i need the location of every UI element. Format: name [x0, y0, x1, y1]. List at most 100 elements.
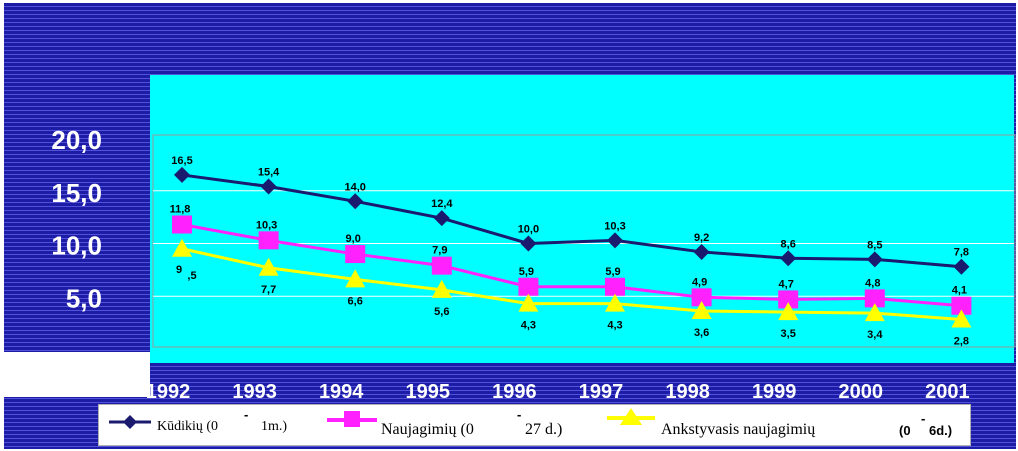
- series-1-label-4: 10,0: [518, 224, 539, 236]
- legend-label-series-3: Ankstyvasis naujagimių: [661, 421, 816, 438]
- y-tick-label-3: 15,0: [51, 178, 102, 208]
- series-2-point-1: [258, 231, 279, 250]
- series-3-label-2: 6,6: [348, 295, 363, 307]
- series-3-point-1: [258, 257, 279, 276]
- series-2-point-9: [951, 296, 972, 315]
- x-tick-label-5: 1997: [579, 381, 624, 403]
- series-3-point-7: [778, 302, 799, 321]
- series-1-point-9: [953, 258, 970, 275]
- legend-label-series-3-end: 6d.): [929, 423, 953, 438]
- series-2-label-4: 5,9: [519, 266, 534, 278]
- series-1-label-0: 16,5: [171, 155, 192, 167]
- y-tick-label-0: 0,0: [66, 359, 102, 389]
- series-3-point-5: [605, 293, 625, 312]
- x-tick-label-8: 2000: [839, 381, 884, 403]
- series-2-point-2: [345, 245, 366, 264]
- legend-label-series-2: Naujagimių (0: [381, 421, 474, 438]
- series-3-line: [181, 247, 962, 321]
- y-tick-label-1: 5,0: [66, 283, 102, 313]
- x-tick-label-2: 1994: [319, 381, 364, 403]
- series-3-label-4: 4,3: [521, 320, 536, 332]
- x-tick-label-0: 1992: [146, 381, 191, 403]
- series-1-label-2: 14,0: [344, 181, 365, 193]
- lower-left-cut: [4, 352, 150, 397]
- x-tick-label-9: 2001: [925, 381, 970, 403]
- series-1-point-6: [693, 243, 710, 260]
- series-3-label-9: 2,8: [954, 335, 969, 347]
- series-2-point-0: [172, 215, 192, 234]
- x-tick-label-7: 1999: [752, 381, 797, 403]
- series-2-point-8: [864, 289, 885, 308]
- series-2-point-5: [605, 277, 625, 296]
- series-3-label-0b: ,5: [187, 270, 196, 282]
- legend-label-series-1-end: 1m.): [261, 419, 288, 434]
- series-2-label-8: 4,8: [865, 277, 880, 289]
- series-2-point-7: [778, 290, 799, 309]
- series-3-point-9: [951, 309, 972, 328]
- plot-frame: [152, 134, 1016, 348]
- series-1-point-5: [607, 232, 623, 249]
- series-1-label-8: 8,5: [867, 239, 882, 251]
- series-2-label-7: 4,7: [779, 278, 794, 290]
- legend-dash-series-2: -: [517, 407, 522, 422]
- series-1-point-2: [347, 193, 364, 210]
- x-tick-label-4: 1996: [492, 381, 537, 403]
- legend-label-series-2-end: 27 d.): [525, 421, 563, 438]
- series-2-point-6: [691, 288, 712, 307]
- legend-swatches: [109, 408, 655, 429]
- x-tick-label-1: 1993: [232, 381, 277, 403]
- series-3-label-8: 3,4: [867, 329, 883, 341]
- y-tick-label-2: 10,0: [51, 231, 102, 261]
- series-3-point-3: [431, 279, 452, 298]
- data-labels: 16,5 15,4 14,0 12,4 10,0 10,3 9,2 8,6 8,5 7,8 11,8…: [170, 155, 969, 348]
- series-1-point-4: [520, 235, 537, 252]
- series-lines: [172, 166, 972, 328]
- plot-panel: [150, 75, 1014, 363]
- series-3-label-6: 3,6: [694, 327, 709, 339]
- series-1-point-3: [433, 210, 450, 227]
- series-3-label-3: 5,6: [434, 306, 449, 318]
- series-2-label-5: 5,9: [605, 266, 620, 278]
- legend-dash-series-3: -: [921, 411, 926, 426]
- legend-dash-series-1: -: [244, 407, 249, 422]
- series-1-label-3: 12,4: [431, 198, 453, 210]
- x-tick-label-3: 1995: [406, 381, 451, 403]
- series-1-label-6: 9,2: [694, 232, 709, 244]
- series-3-point-0: [172, 238, 192, 257]
- series-1-point-1: [260, 178, 277, 195]
- series-3-point-4: [518, 293, 539, 312]
- series-3-point-6: [691, 301, 712, 320]
- legend-label-series-3-paren: (0: [899, 423, 911, 438]
- series-3-point-2: [345, 269, 366, 288]
- legend-swatch-series-2: [327, 411, 377, 427]
- legend: Kūdikių (0 - 1m.) Naujagimių (0 - 27 d.)…: [98, 404, 971, 446]
- series-2-label-1: 10,3: [256, 219, 277, 231]
- series-2-line: [181, 223, 962, 308]
- series-2-label-9: 4,1: [952, 285, 967, 297]
- series-3-label-5: 4,3: [607, 320, 622, 332]
- legend-swatch-series-1: [109, 415, 151, 429]
- series-1-label-5: 10,3: [604, 220, 625, 232]
- series-1-label-1: 15,4: [258, 167, 280, 179]
- series-3-point-8: [864, 303, 885, 322]
- series-1-point-8: [866, 251, 883, 268]
- series-1-line: [181, 173, 962, 269]
- series-3-label-7: 3,5: [781, 328, 796, 340]
- y-tick-label-4: 20,0: [51, 125, 102, 155]
- series-1-label-7: 8,6: [781, 238, 796, 250]
- series-2-label-2: 9,0: [346, 233, 361, 245]
- series-2-point-3: [431, 256, 452, 275]
- x-axis-ticks: 1992 1993 1994 1995 1996 1997 1998 1999 2000 2001: [146, 381, 970, 403]
- legend-swatch-series-3: [607, 408, 655, 425]
- series-2-label-3: 7,9: [432, 245, 447, 257]
- x-tick-label-6: 1998: [665, 381, 710, 403]
- series-2-label-6: 4,9: [692, 276, 707, 288]
- series-3-label-1: 7,7: [261, 284, 276, 296]
- series-2-label-0: 11,8: [170, 204, 191, 216]
- legend-label-series-1: Kūdikių (0: [157, 419, 219, 434]
- series-1-label-9: 7,8: [954, 247, 969, 259]
- y-axis-ticks: 0,0 5,0 10,0 15,0 20,0: [51, 125, 102, 389]
- series-3-label-0a: 9: [176, 264, 182, 276]
- series-1-point-7: [780, 250, 797, 267]
